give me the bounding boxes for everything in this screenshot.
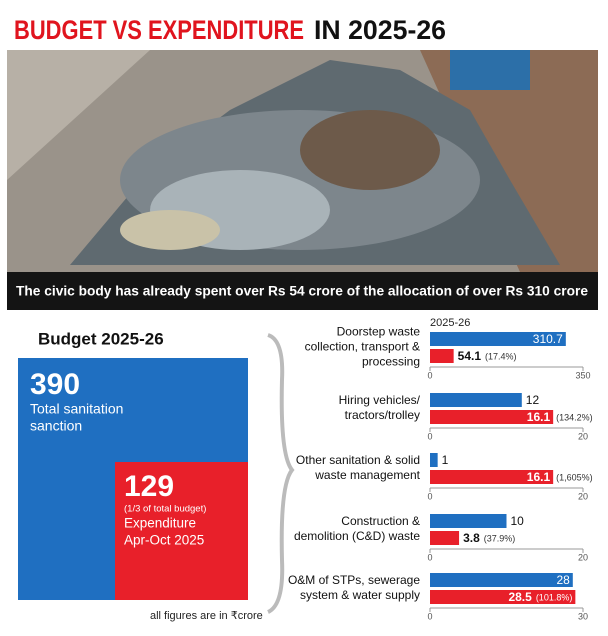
share-label: (37.9%) bbox=[484, 533, 516, 543]
total-value: 390 bbox=[30, 368, 80, 401]
share-label: (134.2%) bbox=[556, 412, 593, 422]
bar bbox=[430, 590, 576, 604]
value-label: 1 bbox=[442, 453, 449, 467]
share-label: (1,605%) bbox=[556, 472, 593, 482]
expenditure-box bbox=[115, 462, 248, 600]
x-tick-label: 0 bbox=[427, 491, 432, 501]
total-label: Total sanitation bbox=[30, 401, 123, 417]
x-tick-label: 0 bbox=[427, 370, 432, 380]
expenditure-label: Apr-Oct 2025 bbox=[124, 533, 204, 548]
caption: The civic body has already spent over Rs… bbox=[16, 284, 588, 299]
x-tick-label: 20 bbox=[578, 431, 588, 441]
expenditure-label: Expenditure bbox=[124, 516, 196, 531]
category-label: Other sanitation & solid waste management bbox=[296, 453, 421, 482]
value-label: 16.1 bbox=[527, 410, 551, 424]
x-tick-label: 30 bbox=[578, 611, 588, 621]
bar bbox=[430, 470, 554, 484]
category-label: O&M of STPs, sewerage system & water supp… bbox=[288, 573, 420, 602]
category-label: Doorstep waste collection, transport & pro… bbox=[305, 325, 421, 369]
caption-bar bbox=[7, 272, 598, 310]
value-label: 28 bbox=[556, 573, 570, 587]
bar bbox=[430, 349, 454, 363]
bar bbox=[430, 531, 460, 545]
x-tick-label: 350 bbox=[575, 370, 590, 380]
x-tick-label: 0 bbox=[427, 552, 432, 562]
category-label: Construction & demolition (C&D) waste bbox=[294, 514, 420, 543]
value-label: 12 bbox=[526, 393, 540, 407]
bar bbox=[430, 410, 554, 424]
bar bbox=[430, 332, 566, 346]
value-label: 310.7 bbox=[533, 332, 563, 346]
bar bbox=[430, 453, 438, 467]
total-label: sanction bbox=[30, 418, 82, 434]
bar bbox=[430, 393, 522, 407]
value-label: 54.1 bbox=[458, 349, 482, 363]
title-highlight: BUDGET VS EXPENDITURE bbox=[14, 15, 304, 45]
photo bbox=[7, 50, 598, 272]
title-rest: IN 2025-26 bbox=[314, 15, 446, 45]
x-tick-label: 0 bbox=[427, 431, 432, 441]
x-tick-label: 20 bbox=[578, 552, 588, 562]
expenditure-value: 129 bbox=[124, 470, 174, 503]
share-label: (101.8%) bbox=[536, 592, 573, 602]
value-label: 10 bbox=[511, 514, 525, 528]
share-label: (17.4%) bbox=[485, 351, 517, 361]
category-label: Hiring vehicles/tractors/trolley bbox=[339, 393, 421, 422]
x-tick-label: 0 bbox=[427, 611, 432, 621]
budget-title: Budget 2025-26 bbox=[38, 329, 164, 348]
value-label: 16.1 bbox=[527, 470, 551, 484]
value-label: 3.8 bbox=[463, 531, 480, 545]
brace bbox=[266, 333, 295, 614]
bar bbox=[430, 573, 573, 587]
period-label: 2025-26 bbox=[430, 317, 470, 329]
footnote: all figures are in ₹crore bbox=[150, 610, 263, 622]
x-tick-label: 20 bbox=[578, 491, 588, 501]
value-label: 28.5 bbox=[508, 590, 532, 604]
bar bbox=[430, 514, 507, 528]
expenditure-note: (1/3 of total budget) bbox=[124, 504, 206, 515]
